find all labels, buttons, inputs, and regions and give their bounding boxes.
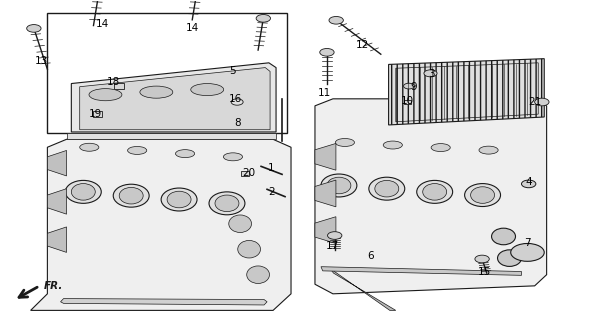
Ellipse shape bbox=[113, 184, 149, 207]
Ellipse shape bbox=[491, 228, 515, 245]
Text: FR.: FR. bbox=[44, 281, 63, 291]
Polygon shape bbox=[71, 63, 276, 132]
Ellipse shape bbox=[375, 180, 399, 197]
Text: 16: 16 bbox=[229, 94, 242, 104]
Polygon shape bbox=[315, 217, 336, 244]
Polygon shape bbox=[61, 299, 267, 305]
Circle shape bbox=[328, 232, 342, 239]
Ellipse shape bbox=[65, 180, 101, 203]
Polygon shape bbox=[389, 59, 544, 125]
Ellipse shape bbox=[470, 187, 494, 203]
Circle shape bbox=[329, 16, 343, 24]
Ellipse shape bbox=[215, 195, 239, 212]
Ellipse shape bbox=[128, 147, 147, 155]
Ellipse shape bbox=[89, 89, 122, 101]
Text: 17: 17 bbox=[326, 241, 340, 251]
Text: 14: 14 bbox=[185, 23, 199, 33]
Polygon shape bbox=[47, 189, 67, 214]
Circle shape bbox=[535, 98, 549, 106]
Text: 8: 8 bbox=[234, 118, 241, 128]
Circle shape bbox=[404, 83, 415, 89]
Ellipse shape bbox=[209, 192, 245, 215]
Ellipse shape bbox=[417, 180, 452, 203]
Ellipse shape bbox=[479, 146, 498, 154]
Polygon shape bbox=[80, 68, 270, 130]
Circle shape bbox=[256, 14, 271, 22]
Ellipse shape bbox=[431, 144, 450, 152]
Text: 18: 18 bbox=[107, 77, 120, 87]
Text: 3: 3 bbox=[428, 69, 435, 79]
Ellipse shape bbox=[80, 143, 99, 151]
Text: 5: 5 bbox=[230, 66, 236, 76]
Circle shape bbox=[475, 255, 489, 263]
Bar bbox=[404, 100, 412, 104]
Text: 10: 10 bbox=[401, 96, 415, 106]
Ellipse shape bbox=[191, 84, 224, 96]
Circle shape bbox=[26, 25, 41, 32]
Text: 2: 2 bbox=[268, 187, 275, 197]
Polygon shape bbox=[47, 227, 67, 252]
Text: 6: 6 bbox=[367, 251, 374, 260]
Ellipse shape bbox=[119, 188, 143, 204]
Polygon shape bbox=[67, 133, 276, 139]
Ellipse shape bbox=[140, 86, 173, 98]
Ellipse shape bbox=[247, 266, 269, 284]
Bar bbox=[115, 83, 124, 89]
Ellipse shape bbox=[423, 184, 446, 200]
Polygon shape bbox=[321, 267, 521, 275]
Polygon shape bbox=[315, 143, 336, 170]
Ellipse shape bbox=[71, 184, 95, 200]
Circle shape bbox=[521, 180, 536, 188]
Text: 12: 12 bbox=[356, 40, 370, 50]
Ellipse shape bbox=[369, 177, 405, 200]
Ellipse shape bbox=[167, 191, 191, 208]
Bar bbox=[241, 171, 249, 176]
Ellipse shape bbox=[464, 184, 500, 206]
Ellipse shape bbox=[161, 188, 197, 211]
Text: 7: 7 bbox=[524, 238, 531, 248]
Text: 21: 21 bbox=[528, 97, 541, 107]
Ellipse shape bbox=[497, 250, 521, 267]
Polygon shape bbox=[47, 150, 67, 176]
Ellipse shape bbox=[321, 174, 357, 197]
Text: 15: 15 bbox=[478, 267, 491, 277]
Circle shape bbox=[231, 99, 243, 105]
Text: 14: 14 bbox=[96, 19, 109, 28]
Text: 9: 9 bbox=[410, 82, 417, 92]
Ellipse shape bbox=[238, 240, 260, 258]
Ellipse shape bbox=[229, 215, 251, 233]
Text: 11: 11 bbox=[317, 88, 331, 98]
Circle shape bbox=[320, 49, 334, 56]
Text: 4: 4 bbox=[526, 177, 532, 187]
Text: 13: 13 bbox=[35, 56, 48, 66]
Polygon shape bbox=[31, 139, 291, 310]
Ellipse shape bbox=[223, 153, 242, 161]
Ellipse shape bbox=[383, 141, 403, 149]
Ellipse shape bbox=[335, 139, 355, 147]
Bar bbox=[94, 111, 102, 117]
Polygon shape bbox=[315, 99, 547, 294]
Text: 19: 19 bbox=[89, 109, 102, 119]
Text: 1: 1 bbox=[268, 163, 275, 173]
Polygon shape bbox=[315, 180, 336, 207]
Circle shape bbox=[511, 244, 544, 261]
Text: 20: 20 bbox=[242, 168, 256, 178]
Polygon shape bbox=[330, 268, 396, 310]
Ellipse shape bbox=[327, 177, 351, 194]
Ellipse shape bbox=[175, 150, 194, 158]
Circle shape bbox=[424, 70, 437, 77]
